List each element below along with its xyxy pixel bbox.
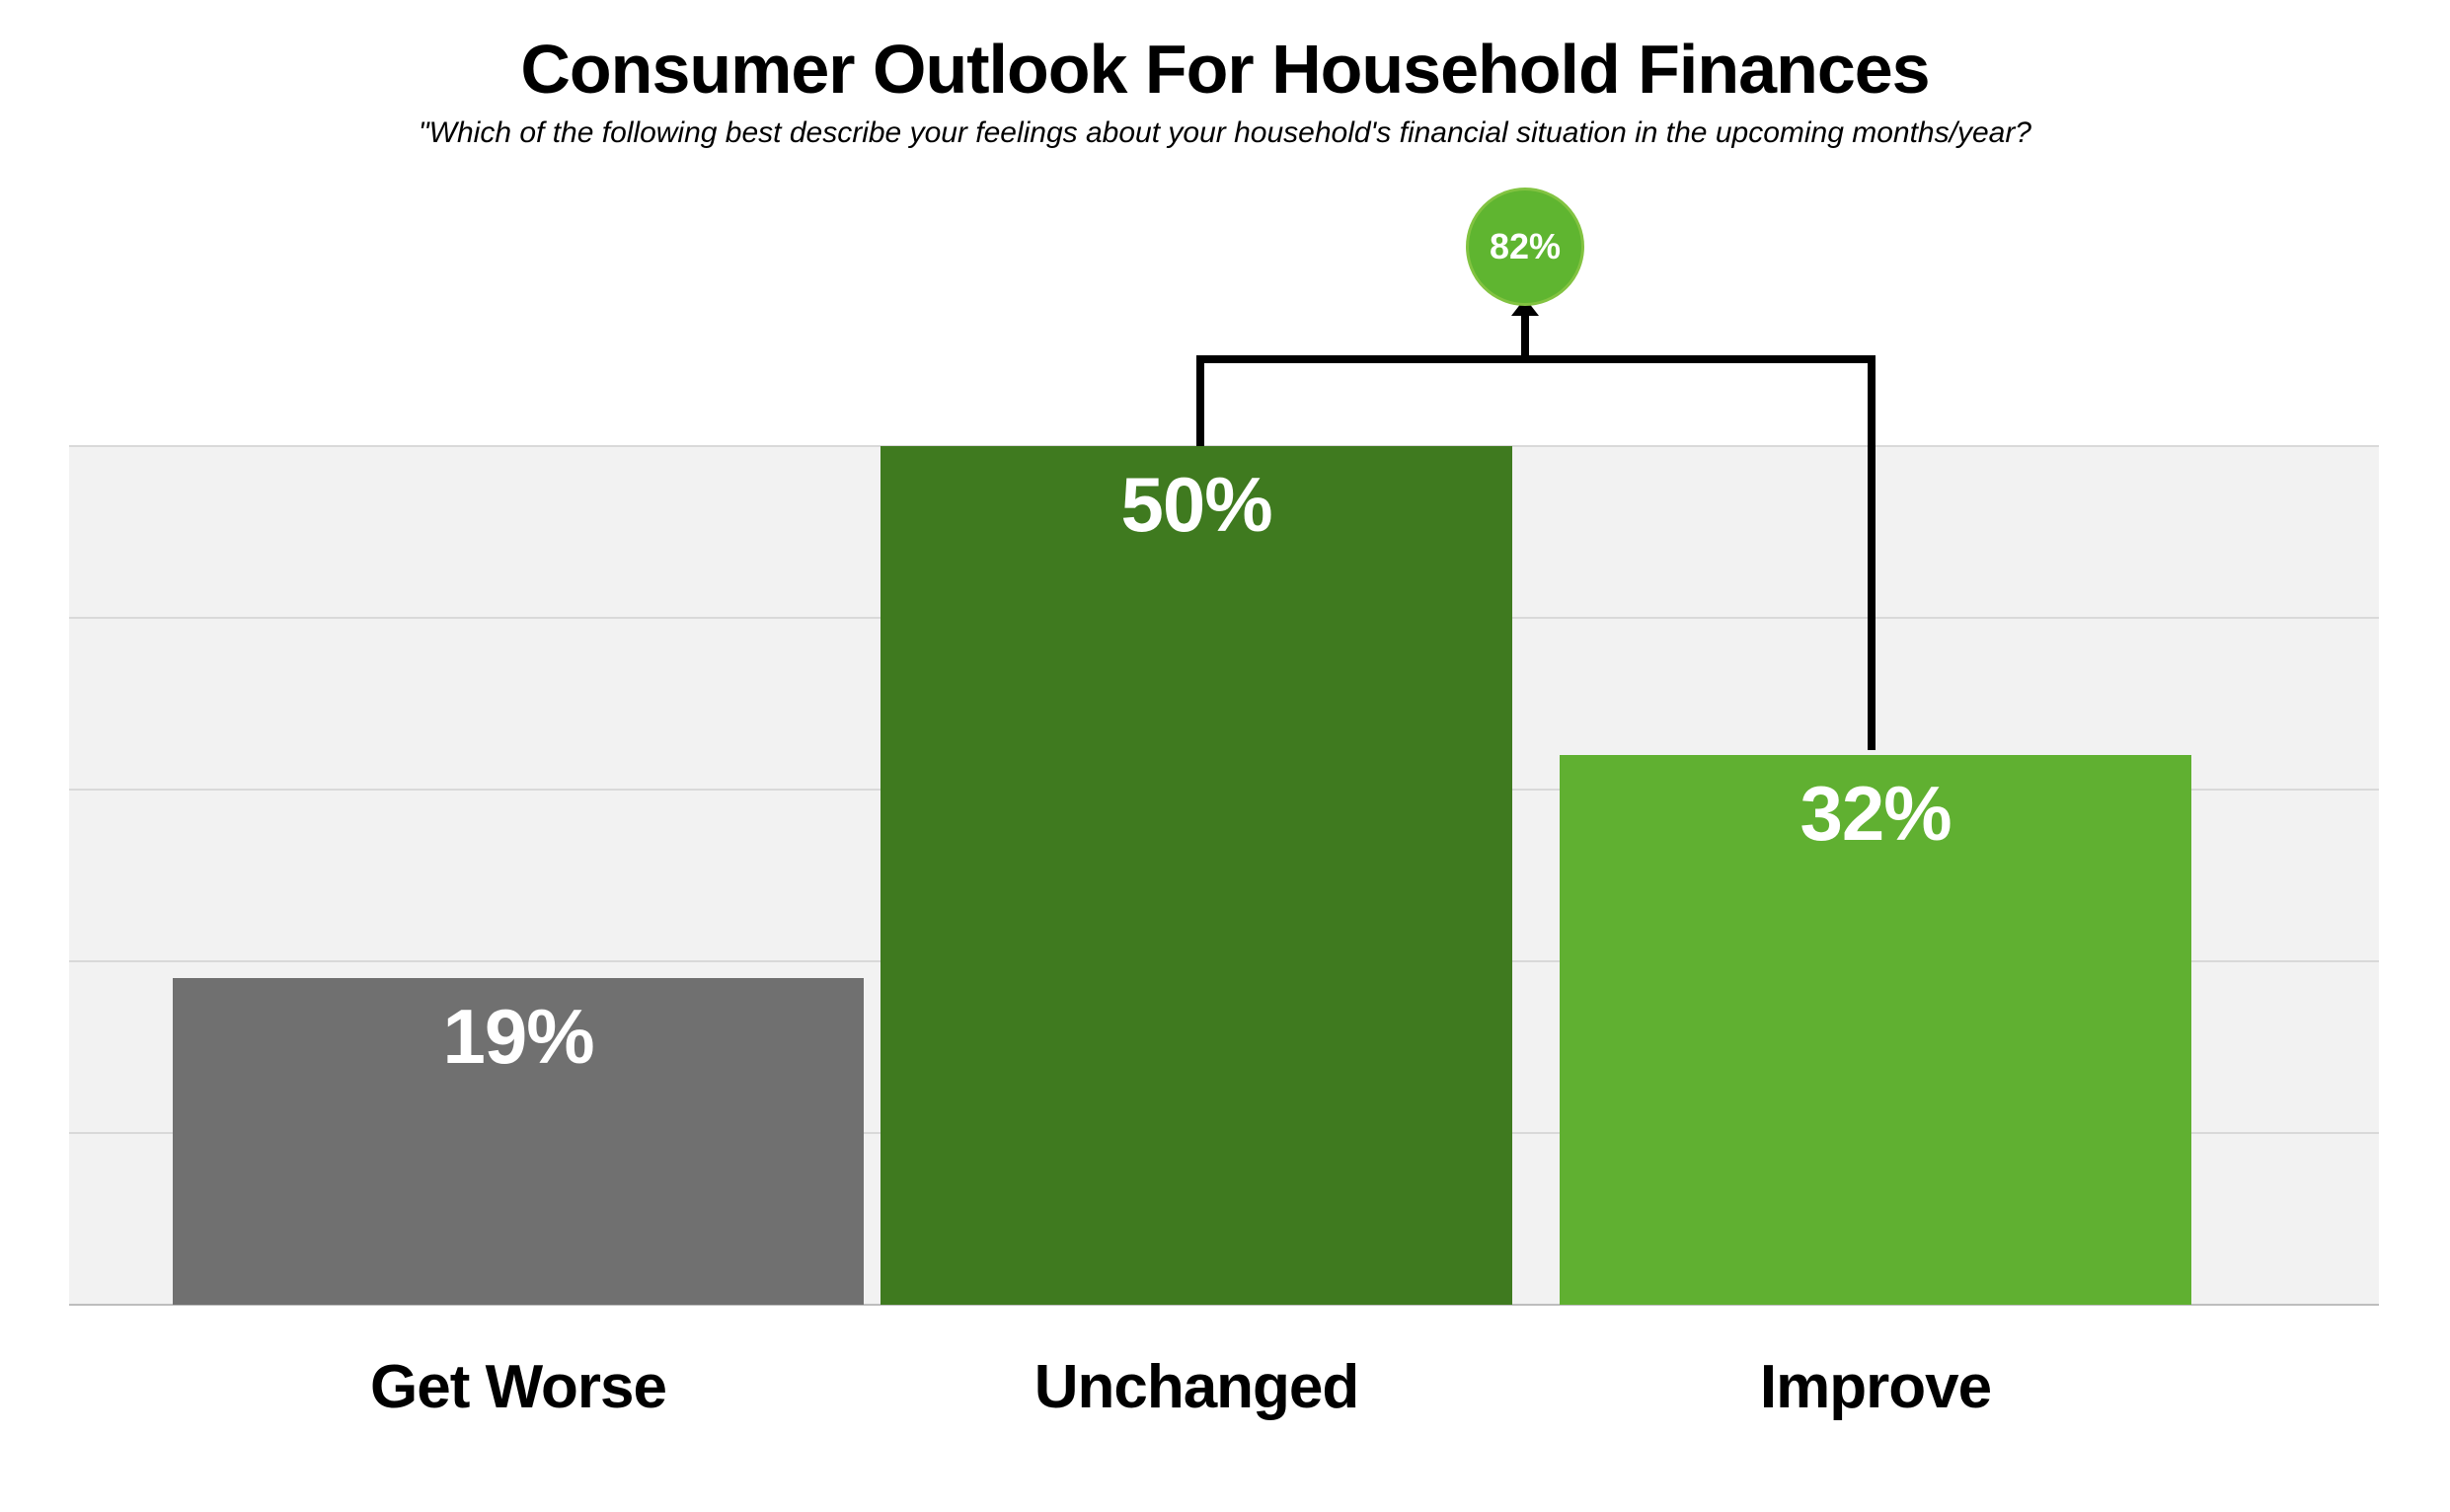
callout-bracket-leg-right bbox=[1868, 355, 1876, 750]
callout-stem bbox=[1521, 314, 1529, 355]
chart-subtitle: "Which of the following best describe yo… bbox=[0, 116, 2450, 150]
callout-bracket bbox=[1196, 355, 1876, 363]
bar-unchanged: 50% bbox=[880, 446, 1512, 1305]
callout-bracket-leg-left bbox=[1196, 355, 1204, 446]
category-label: Get Worse bbox=[123, 1352, 913, 1422]
bar-get-worse: 19% bbox=[173, 978, 864, 1305]
chart-title: Consumer Outlook For Household Finances bbox=[0, 30, 2450, 109]
bar-value-label: 19% bbox=[173, 992, 864, 1082]
category-label: Improve bbox=[1481, 1352, 2270, 1422]
callout-badge-label: 82% bbox=[1490, 226, 1561, 267]
callout-badge: 82% bbox=[1466, 188, 1584, 306]
plot-area: Source: Nielsen, September 2021 19%50%32… bbox=[69, 446, 2379, 1305]
bar-value-label: 32% bbox=[1560, 769, 2191, 859]
chart-container: Consumer Outlook For Household Finances … bbox=[0, 0, 2450, 1512]
bar-improve: 32% bbox=[1560, 755, 2191, 1305]
bar-value-label: 50% bbox=[880, 460, 1512, 550]
category-label: Unchanged bbox=[802, 1352, 1591, 1422]
